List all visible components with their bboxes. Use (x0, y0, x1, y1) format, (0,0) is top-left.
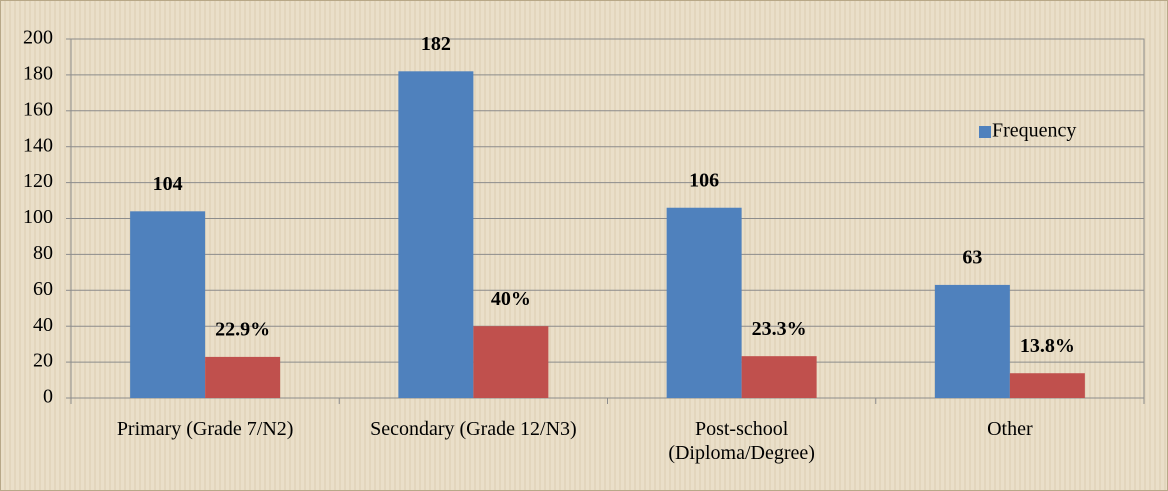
y-tick-label: 160 (23, 98, 53, 120)
x-tick-label: Secondary (Grade 12/N3) (370, 418, 577, 440)
legend-swatch (979, 126, 991, 138)
x-tick-label: Post-school (Diploma/Degree) (668, 418, 815, 464)
legend-label: Frequency (992, 120, 1076, 142)
y-tick-label: 0 (43, 386, 53, 408)
y-tick-label: 200 (23, 27, 53, 49)
data-label: 104 (153, 173, 183, 195)
bar (934, 284, 1010, 398)
data-label: 22.9% (215, 318, 270, 340)
y-tick-label: 40 (33, 314, 53, 336)
bar (741, 356, 817, 398)
bar (130, 211, 206, 398)
bar (205, 356, 281, 398)
y-tick-label: 180 (23, 62, 53, 84)
y-tick-label: 60 (33, 278, 53, 300)
bar (398, 71, 474, 398)
bar (473, 326, 549, 398)
y-tick-label: 140 (23, 134, 53, 156)
bar (1009, 373, 1085, 398)
x-tick-label: Primary (Grade 7/N2) (116, 418, 294, 440)
y-tick-label: 100 (23, 206, 53, 228)
data-label: 40% (491, 288, 531, 310)
data-label: 23.3% (752, 318, 807, 340)
data-label: 106 (689, 169, 719, 191)
data-label: 63 (962, 247, 982, 269)
bar (666, 207, 742, 398)
y-tick-label: 80 (33, 242, 53, 264)
data-label: 182 (421, 33, 451, 55)
y-tick-label: 120 (23, 170, 53, 192)
x-tick-label: Other (987, 418, 1033, 440)
data-label: 13.8% (1020, 335, 1075, 357)
y-tick-label: 20 (33, 350, 53, 372)
